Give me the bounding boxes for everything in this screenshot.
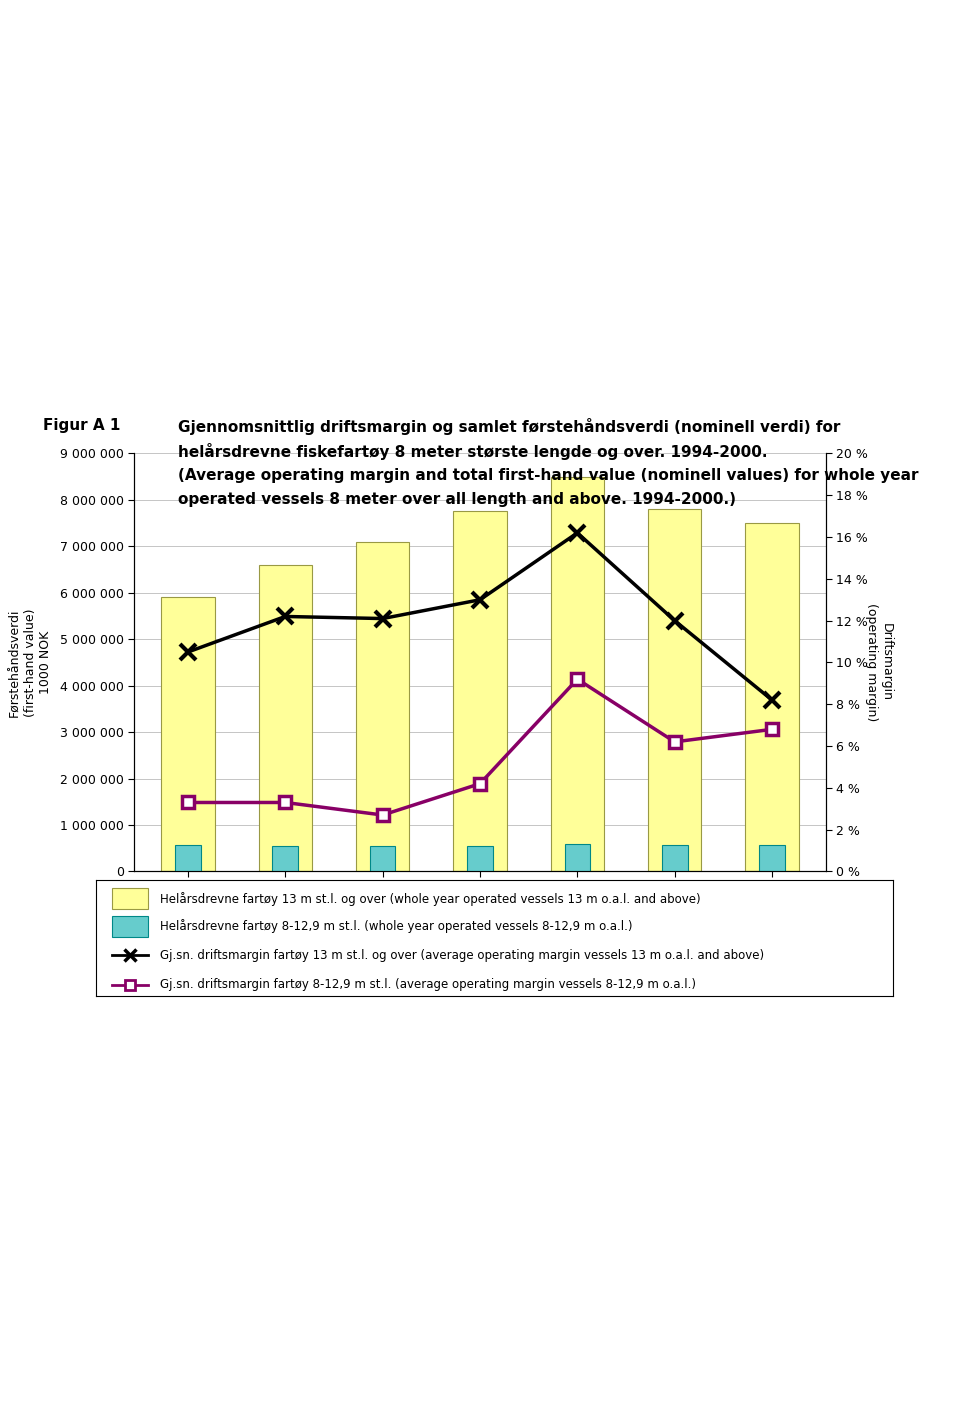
Bar — [759, 846, 785, 871]
Bar — [370, 846, 396, 871]
Text: Figur A 1: Figur A 1 — [43, 418, 121, 434]
Bar — [468, 846, 492, 871]
X-axis label: År (year): År (year) — [442, 907, 518, 925]
Text: operated vessels 8 meter over all length and above. 1994-2000.): operated vessels 8 meter over all length… — [178, 493, 735, 507]
Bar — [112, 915, 148, 937]
Text: helårsdrevne fiskefartøy 8 meter største lengde og over. 1994-2000.: helårsdrevne fiskefartøy 8 meter største… — [178, 442, 767, 459]
Bar — [273, 846, 299, 871]
Bar — [551, 476, 604, 871]
Text: Gj.sn. driftsmargin fartøy 8-12,9 m st.l. (average operating margin vessels 8-12: Gj.sn. driftsmargin fartøy 8-12,9 m st.l… — [159, 978, 696, 990]
Text: Helårsdrevne fartøy 8-12,9 m st.l. (whole year operated vessels 8-12,9 m o.a.l.): Helårsdrevne fartøy 8-12,9 m st.l. (whol… — [159, 920, 633, 934]
Bar — [745, 523, 799, 871]
Bar — [661, 845, 687, 871]
Bar — [175, 845, 201, 871]
Bar — [258, 565, 312, 871]
Bar — [648, 509, 702, 871]
Text: Helårsdrevne fartøy 13 m st.l. og over (whole year operated vessels 13 m o.a.l. : Helårsdrevne fartøy 13 m st.l. og over (… — [159, 891, 701, 905]
Text: Gj.sn. driftsmargin fartøy 13 m st.l. og over (average operating margin vessels : Gj.sn. driftsmargin fartøy 13 m st.l. og… — [159, 949, 764, 962]
Bar — [564, 845, 590, 871]
Y-axis label: Førstehåndsverdi
(first-hand value)
1000 NOK: Førstehåndsverdi (first-hand value) 1000… — [9, 608, 52, 717]
Bar — [453, 512, 507, 871]
Bar — [112, 888, 148, 910]
Bar — [161, 598, 215, 871]
Text: (Average operating margin and total first-hand value (nominell values) for whole: (Average operating margin and total firs… — [178, 468, 918, 483]
Bar — [356, 541, 409, 871]
Text: Gjennomsnittlig driftsmargin og samlet førstehåndsverdi (nominell verdi) for: Gjennomsnittlig driftsmargin og samlet f… — [178, 418, 840, 435]
Y-axis label: Driftsmargin
(operating margin): Driftsmargin (operating margin) — [865, 604, 893, 721]
